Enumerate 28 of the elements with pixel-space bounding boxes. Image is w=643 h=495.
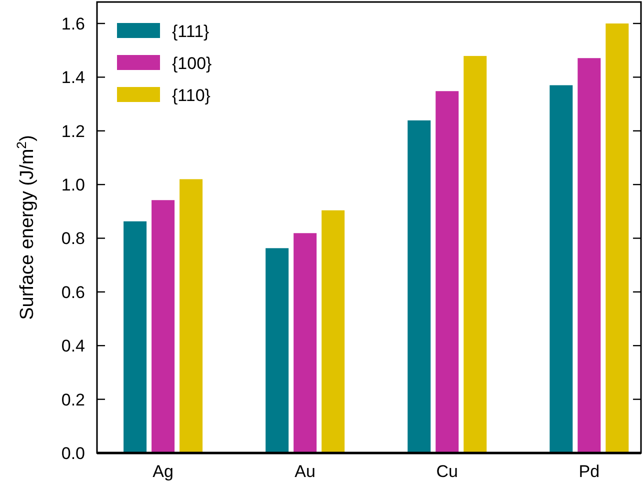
bar [408,120,431,453]
x-tick-label: Au [294,462,316,481]
bar [294,233,317,453]
legend-label: {100} [172,54,212,73]
y-tick-label: 1.4 [61,68,85,88]
bar [322,210,345,453]
x-tick-label: Ag [152,462,174,481]
y-tick-label: 1.2 [61,122,85,141]
bar [464,56,487,453]
legend-label: {110} [172,86,211,105]
y-tick-label: 1.0 [61,176,85,194]
bar [180,179,203,453]
bar [436,91,459,453]
bar [266,248,289,453]
y-tick-label: 0.6 [61,282,85,302]
bar [152,200,175,453]
x-tick-label: Pd [578,462,600,481]
y-tick-label: 0.8 [61,229,85,248]
legend-label: {111} [172,22,210,41]
y-tick-label: 0.2 [61,390,85,410]
y-tick-label: 0.4 [61,336,85,356]
x-tick-label: Cu [436,462,458,481]
bar [124,221,147,453]
y-tick-label: 0.0 [61,444,85,463]
y-tick-label: 1.6 [61,14,85,34]
bar [606,23,629,453]
bar [550,85,573,453]
bar [578,58,601,453]
